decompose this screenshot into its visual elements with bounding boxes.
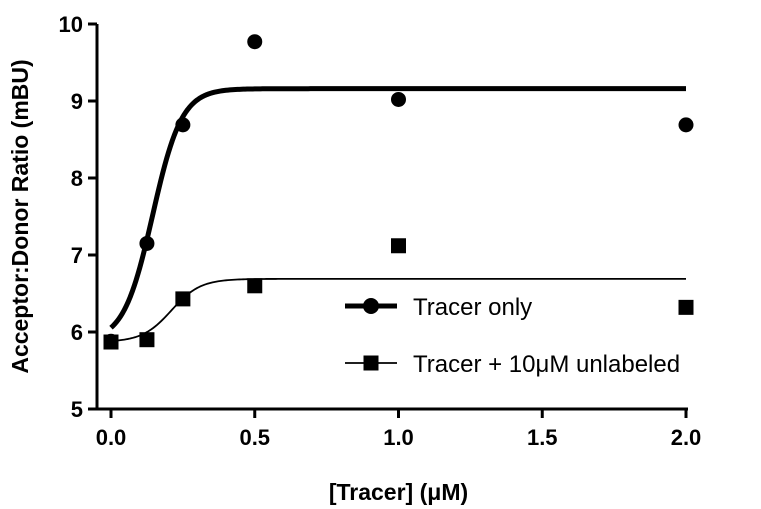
data-point-square [139,332,155,348]
x-axis-title: [Tracer] (μM) [329,479,468,505]
data-point-square [103,334,119,350]
data-point-circle [139,235,155,251]
axes [95,24,688,411]
fit-curves [109,86,687,342]
fit-curve-series-1 [110,277,686,342]
legend-marker-square [363,355,379,371]
data-point-circle [175,117,191,133]
legend-marker-circle [363,298,379,314]
data-point-circle [391,91,406,107]
y-axis-ticks: 5 6 7 8 9 10 [59,12,97,422]
data-point-square [175,291,191,307]
x-tick-label: 0.0 [96,425,127,450]
data-points [103,34,694,350]
data-point-square [391,238,406,254]
data-point-circle [247,34,263,50]
y-tick-label: 7 [71,243,83,268]
y-tick-label: 8 [71,166,83,191]
y-axis-title: Acceptor:Donor Ratio (mBU) [7,59,33,373]
legend-label-tracer-unlabeled: Tracer + 10μM unlabeled [413,351,680,378]
y-tick-label: 10 [59,12,83,37]
legend-item-tracer-unlabeled: Tracer + 10μM unlabeled [345,351,680,378]
data-point-square [678,299,694,315]
x-axis-ticks: 0.0 0.5 1.0 1.5 2.0 [96,409,702,450]
y-tick-label: 5 [71,397,83,422]
x-tick-label: 1.0 [383,425,414,450]
y-tick-label: 9 [71,89,83,114]
fit-curve-series-0 [109,86,687,330]
data-point-circle [678,117,694,133]
x-tick-label: 1.5 [527,425,558,450]
x-tick-label: 2.0 [671,425,702,450]
x-tick-label: 0.5 [239,425,270,450]
y-tick-label: 6 [71,320,83,345]
data-point-square [247,278,263,294]
legend-label-tracer-only: Tracer only [413,294,532,321]
legend: Tracer only Tracer + 10μM unlabeled [345,294,680,378]
legend-item-tracer-only: Tracer only [345,294,532,321]
